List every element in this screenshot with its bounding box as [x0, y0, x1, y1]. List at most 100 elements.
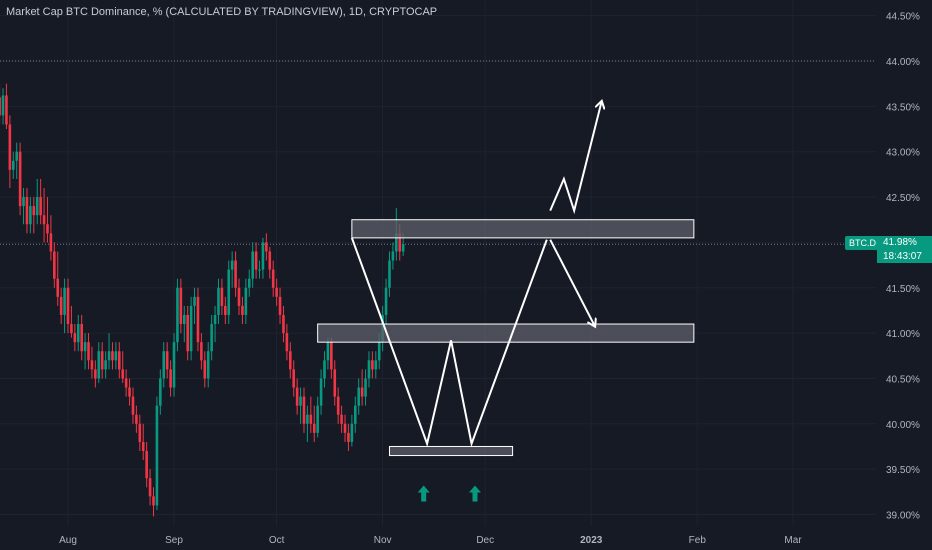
- candle-body: [384, 287, 388, 315]
- candle-body: [169, 369, 172, 388]
- y-tick-label: 39.00%: [886, 511, 920, 522]
- y-tick-label: 43.50%: [886, 102, 920, 113]
- candle-body: [350, 423, 354, 442]
- candle-body: [364, 378, 367, 397]
- candle-body: [87, 342, 90, 361]
- resistance-zone[interactable]: [351, 219, 695, 239]
- candle-body: [367, 360, 371, 379]
- candle-body: [353, 405, 357, 424]
- y-tick-label: 41.50%: [886, 284, 920, 295]
- bearish-projection-arrow[interactable]: [549, 239, 594, 326]
- candle-body: [271, 269, 275, 288]
- support-zone[interactable]: [388, 445, 514, 457]
- candle-body: [121, 369, 125, 379]
- candle-body: [326, 342, 330, 361]
- symbol-badge[interactable]: BTC.D: [845, 236, 880, 250]
- candle-body: [347, 432, 350, 442]
- candle-body: [254, 251, 258, 270]
- candle-body: [46, 224, 49, 234]
- candle-body: [128, 387, 131, 397]
- x-tick-label: Aug: [59, 535, 77, 546]
- candle-body: [141, 441, 145, 452]
- candle-body: [189, 305, 193, 352]
- x-tick-label: Oct: [269, 535, 285, 546]
- candle-body: [5, 95, 8, 125]
- candle-body: [295, 387, 299, 406]
- candle-body: [268, 251, 272, 270]
- candle-body: [155, 405, 159, 506]
- candle-body: [278, 296, 282, 315]
- x-tick-label: Sep: [165, 535, 183, 546]
- candle-body: [165, 351, 169, 370]
- candle-body: [230, 260, 234, 270]
- candle-body: [172, 342, 176, 388]
- candle-body: [107, 351, 111, 361]
- w-pattern-line[interactable]: [350, 237, 548, 448]
- candle-body: [39, 197, 42, 216]
- candle-body: [234, 260, 237, 288]
- candle-body: [15, 151, 18, 161]
- candle-body: [330, 342, 333, 370]
- up-marker-1-icon: [417, 485, 430, 502]
- mid-zone[interactable]: [317, 323, 695, 343]
- candle-body: [282, 314, 285, 334]
- candle-body: [18, 151, 22, 207]
- candle-body: [377, 342, 381, 361]
- candle-body: [312, 423, 316, 433]
- candle-body: [11, 160, 15, 170]
- candle-body: [76, 324, 80, 343]
- bullish-projection-arrow[interactable]: [549, 102, 601, 215]
- y-tick-label: 39.50%: [886, 465, 920, 476]
- candle-body: [371, 360, 374, 370]
- candle-body: [131, 396, 135, 415]
- candle-body: [63, 287, 66, 315]
- y-tick-label: 44.50%: [886, 12, 920, 23]
- candle-body: [53, 251, 56, 279]
- candle-body: [302, 396, 306, 424]
- candle-body: [32, 206, 36, 216]
- candle-body: [49, 233, 53, 252]
- y-tick-label: 40.50%: [886, 374, 920, 385]
- candle-body: [261, 242, 265, 270]
- candle-body: [244, 287, 248, 315]
- candle-body: [251, 251, 254, 279]
- candle-body: [59, 296, 63, 315]
- candle-body: [111, 351, 114, 361]
- candle-body: [186, 314, 189, 352]
- x-tick-label: Mar: [784, 535, 802, 546]
- candle-body: [217, 287, 220, 315]
- candle-body: [100, 351, 104, 370]
- current-price-label: 41.98%: [877, 236, 932, 250]
- candle-body: [56, 278, 60, 297]
- candle-body: [241, 305, 244, 315]
- candle-body: [388, 260, 391, 288]
- candle-body: [83, 342, 87, 352]
- candle-body: [357, 387, 360, 406]
- x-tick-label: Feb: [689, 535, 707, 546]
- y-tick-label: 40.00%: [886, 420, 920, 431]
- candle-body: [179, 287, 183, 325]
- candle-body: [193, 296, 196, 306]
- candle-body: [145, 451, 148, 479]
- candle-body: [220, 287, 224, 306]
- candle-body: [97, 351, 101, 379]
- candle-body: [124, 378, 128, 388]
- candle-body: [306, 414, 309, 424]
- candle-body: [1, 95, 5, 116]
- candle-body: [336, 396, 340, 415]
- candle-body: [196, 296, 200, 343]
- candle-body: [333, 369, 337, 397]
- candle-body: [210, 324, 213, 352]
- candle-body: [200, 342, 203, 361]
- candle-body: [118, 351, 121, 370]
- countdown-label: 18:43:07: [877, 250, 932, 263]
- candle-body: [22, 197, 25, 207]
- candle-body: [114, 351, 118, 361]
- candle-body: [29, 206, 32, 225]
- candle-body: [0, 97, 1, 116]
- candle-body: [94, 369, 97, 379]
- x-tick-label: Nov: [374, 535, 392, 546]
